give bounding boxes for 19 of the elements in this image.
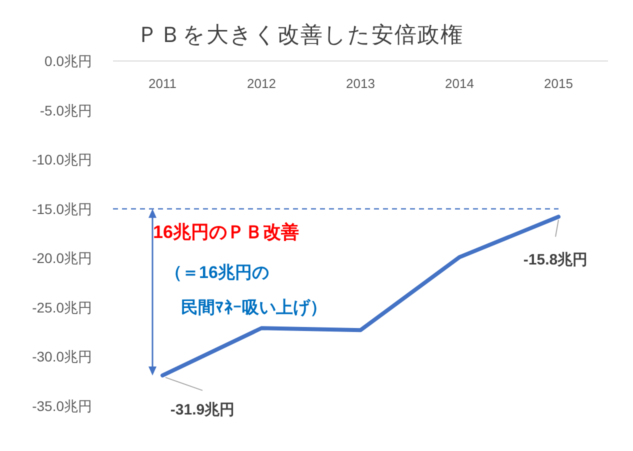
y-tick-label: -30.0兆円 <box>32 348 92 365</box>
annotation: （＝16兆円の <box>165 263 269 282</box>
y-tick-label: -35.0兆円 <box>32 398 92 414</box>
x-tick-label: 2014 <box>445 76 474 91</box>
y-tick-label: -15.0兆円 <box>32 200 92 217</box>
x-tick-label: 2011 <box>148 76 176 91</box>
y-tick-label: -25.0兆円 <box>32 299 92 316</box>
y-tick-label: -5.0兆円 <box>40 102 92 118</box>
x-tick-label: 2013 <box>346 76 375 91</box>
y-tick-label: -10.0兆円 <box>32 152 92 168</box>
annotation: -31.9兆円 <box>170 401 235 418</box>
y-tick-label: 0.0兆円 <box>44 53 92 69</box>
y-tick-label: -20.0兆円 <box>32 250 92 266</box>
x-tick-label: 2012 <box>247 76 276 91</box>
annotation: 16兆円のＰＢ改善 <box>153 222 300 242</box>
x-tick-label: 2015 <box>544 76 573 91</box>
annotation: 民間ﾏﾈｰ吸い上げ） <box>181 298 327 317</box>
chart-title: ＰＢを大きく改善した安倍政権 <box>136 22 464 47</box>
annotation: -15.8兆円 <box>523 252 588 269</box>
